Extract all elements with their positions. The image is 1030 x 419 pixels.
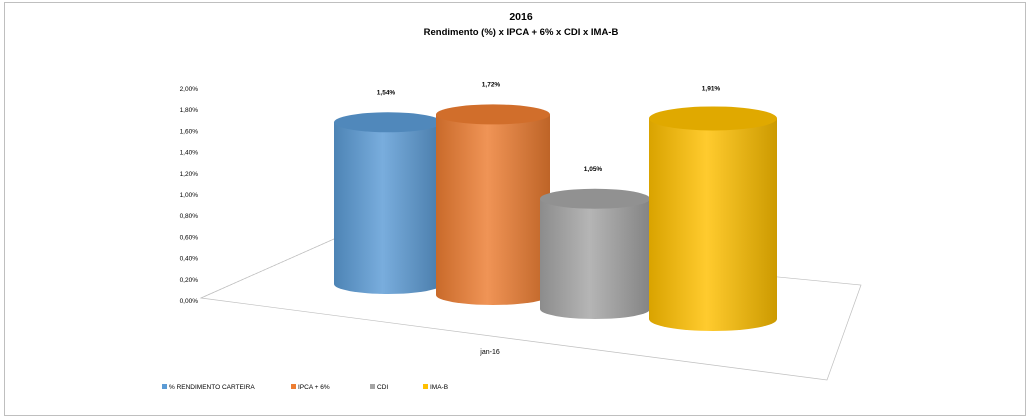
y-tick-label: 1,40% <box>180 150 199 157</box>
data-labels-group: 1,54% 1,72% 1,05% 1,91% <box>377 81 721 172</box>
floor-plane <box>199 234 862 381</box>
y-tick-label: 0,00% <box>180 298 199 305</box>
back-wall-left-edge <box>200 234 344 299</box>
y-tick-label: 0,40% <box>180 256 199 263</box>
bar-4 <box>649 106 777 331</box>
y-tick-label: 0,20% <box>180 277 199 284</box>
legend-item: % RENDIMENTO CARTEIRA <box>162 384 255 391</box>
chart-svg: 2016 Rendimento (%) x IPCA + 6% x CDI x … <box>162 11 862 391</box>
legend-item: IMA-B <box>423 384 448 391</box>
bar-1 <box>334 112 442 294</box>
bar-3 <box>540 188 650 319</box>
y-tick-label: 2,00% <box>180 86 199 93</box>
bar-body <box>649 118 777 331</box>
legend-swatch <box>291 384 296 389</box>
bar-2 <box>436 104 550 305</box>
legend-label: IPCA + 6% <box>298 384 330 391</box>
y-tick-label: 1,00% <box>180 192 199 199</box>
legend-label: CDI <box>377 384 388 391</box>
bar-top <box>334 112 442 133</box>
chart-subtitle: Rendimento (%) x IPCA + 6% x CDI x IMA-B <box>424 27 619 38</box>
legend-swatch <box>162 384 167 389</box>
legend: % RENDIMENTO CARTEIRA IPCA + 6% CDI IMA-B <box>162 384 448 391</box>
legend-label: % RENDIMENTO CARTEIRA <box>169 384 255 391</box>
y-tick-label: 1,20% <box>180 171 199 178</box>
y-tick-label: 0,60% <box>180 234 199 241</box>
chart-frame: 2016 Rendimento (%) x IPCA + 6% x CDI x … <box>4 2 1026 416</box>
legend-swatch <box>423 384 428 389</box>
y-tick-label: 0,80% <box>180 213 199 220</box>
category-label: jan-16 <box>479 349 500 356</box>
data-label: 1,72% <box>482 81 501 88</box>
bar-body <box>540 198 650 319</box>
data-label: 1,54% <box>377 89 396 96</box>
bar-top <box>649 106 777 131</box>
legend-item: CDI <box>370 384 388 391</box>
data-label: 1,91% <box>702 85 721 92</box>
bars-group <box>334 104 777 331</box>
bar-body <box>334 122 442 294</box>
legend-item: IPCA + 6% <box>291 384 330 391</box>
y-axis: 0,00% 0,20% 0,40% 0,60% 0,80% 1,00% 1,20% 1,40%… <box>180 86 199 305</box>
y-tick-label: 1,60% <box>180 128 199 135</box>
y-tick-label: 1,80% <box>180 107 199 114</box>
bar-top <box>436 104 550 125</box>
data-label: 1,05% <box>584 166 603 173</box>
chart-title: 2016 <box>509 11 533 23</box>
legend-swatch <box>370 384 375 389</box>
chart-floor <box>199 234 862 381</box>
legend-label: IMA-B <box>430 384 448 391</box>
bar-body <box>436 114 550 305</box>
bar-top <box>540 188 650 209</box>
